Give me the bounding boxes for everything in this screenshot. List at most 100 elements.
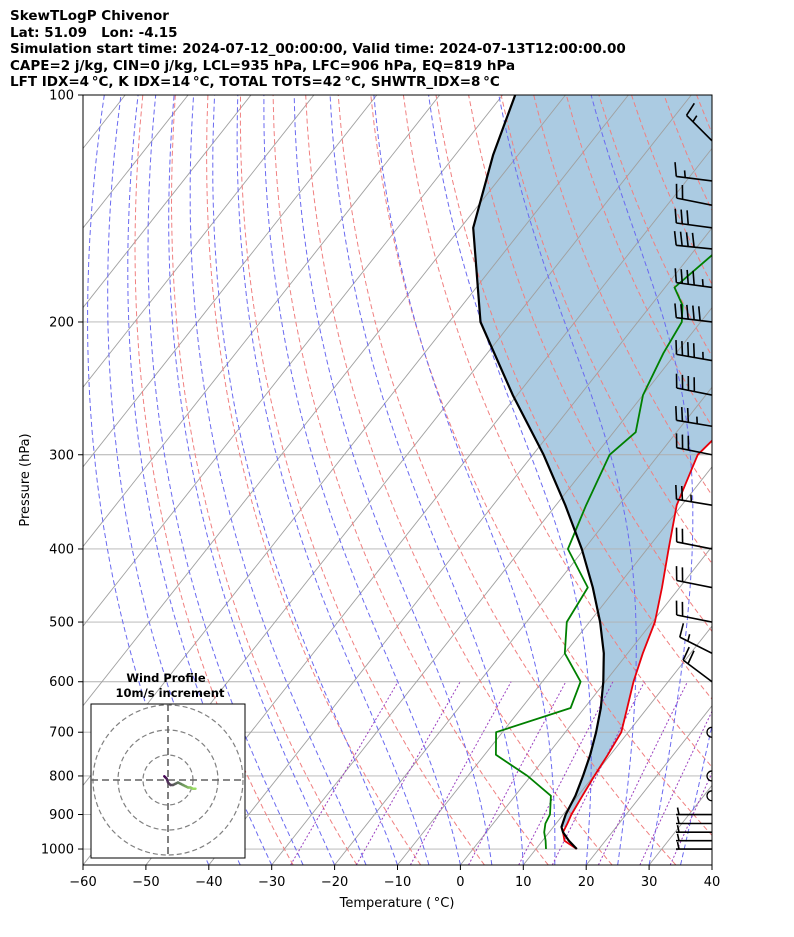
wind-barb-half-flag	[676, 833, 680, 841]
dry-adiabat-line	[305, 95, 613, 865]
wind-barb-flag	[692, 343, 696, 358]
y-axis-ticks: 1000 900 800 700 600 500 400 300 200 100	[41, 89, 83, 858]
wind-barb-shaft	[676, 175, 712, 182]
moist-adiabat-line	[212, 95, 398, 865]
dewpoint-profile	[494, 253, 712, 850]
x-tick-label: 40	[704, 875, 721, 890]
isotherm-line	[334, 386, 712, 865]
wind-barb-flag	[679, 623, 685, 638]
moist-adiabat-line	[329, 95, 524, 865]
y-tick-label: 500	[49, 616, 74, 631]
wind-barb-flag	[681, 341, 684, 356]
y-tick-label: 400	[49, 542, 74, 557]
x-tick-label: −40	[195, 875, 222, 890]
moist-adiabat-line	[236, 95, 430, 865]
isotherm-line	[460, 545, 712, 865]
cape-fill-region	[473, 95, 712, 827]
moist-adiabat-line	[127, 95, 273, 865]
wind-barb-half-flag	[687, 634, 691, 642]
wind-barb-flag	[675, 406, 678, 421]
wind-barb-flag	[680, 209, 684, 224]
wind-barb-flag	[680, 406, 684, 422]
wind-barb-flag	[675, 340, 678, 355]
dry-adiabat-line	[468, 95, 712, 633]
wind-barb-flag	[691, 232, 695, 248]
y-tick-label: 200	[49, 315, 74, 330]
chart-header: SkewTLogP Chivenor Lat: 51.09 Lon: -4.15 S…	[10, 8, 626, 91]
plot-area	[83, 95, 794, 865]
station-location: Lat: 51.09 Lon: -4.15	[10, 24, 178, 41]
x-tick-label: −30	[258, 875, 285, 890]
isotherm-line	[397, 466, 712, 865]
wind-barb-flag	[697, 306, 701, 321]
wind-barb-flag	[685, 102, 695, 116]
wind-barb-half-flag	[676, 841, 680, 850]
x-tick-label: 30	[641, 875, 658, 890]
moist-adiabat-line	[711, 862, 712, 865]
wind-barbs	[673, 102, 712, 850]
simulation-times: Simulation start time: 2024-07-12_00:00:…	[10, 41, 626, 57]
wind-barb-flag	[692, 270, 695, 286]
dry-adiabat-line	[239, 95, 485, 865]
x-tick-label: −20	[321, 875, 348, 890]
wind-barb-flag	[679, 231, 683, 247]
dry-adiabat-line	[762, 95, 794, 865]
x-axis-ticks: −60 −50 −40 −30 −20 −10 0 10 20 30 40	[69, 865, 720, 890]
x-tick-label: 10	[515, 875, 532, 890]
moist-adiabat-line	[263, 95, 461, 865]
wind-barb-flag	[686, 342, 690, 357]
isotherm-line	[83, 95, 503, 627]
hodograph-title: Wind Profile	[126, 671, 206, 685]
moist-adiabat-line	[189, 95, 367, 865]
x-axis-label: Temperature ( °C)	[339, 896, 455, 911]
y-tick-label: 100	[49, 89, 74, 104]
isotherm-line	[83, 95, 315, 389]
isotherm-line	[83, 95, 566, 707]
wind-barb-flag	[673, 231, 677, 246]
isotherm-line	[585, 705, 712, 865]
mixing-ratio-line	[409, 681, 512, 865]
wind-barb-flag	[674, 208, 678, 224]
mixing-ratio-line	[597, 681, 688, 865]
wind-barb-half-flag	[676, 825, 680, 833]
moist-adiabat-line	[168, 95, 336, 865]
isotherm-line	[83, 95, 189, 229]
wind-barb-flag	[682, 646, 690, 661]
dry-adiabat-line	[565, 95, 712, 428]
dry-adiabat-line	[370, 95, 712, 837]
y-tick-label: 300	[49, 448, 74, 463]
dry-adiabat-line	[500, 95, 712, 565]
isotherm-line	[145, 147, 712, 865]
x-tick-label: −10	[384, 875, 411, 890]
y-tick-label: 700	[49, 726, 74, 741]
wind-barb-flag	[686, 304, 689, 320]
wind-barb-flag	[674, 303, 678, 318]
calm-wind-circle	[706, 770, 712, 782]
isotherm-line	[271, 306, 712, 865]
wind-barb-flag	[692, 305, 695, 320]
y-axis-label: Pressure (hPa)	[18, 433, 33, 526]
wind-barb-half-flag	[676, 807, 680, 815]
isotherm-line	[522, 625, 712, 865]
moist-adiabat-line	[498, 95, 637, 865]
mixing-ratio-line	[468, 681, 567, 865]
y-tick-label: 600	[49, 675, 74, 690]
wind-barb-half-flag	[676, 816, 680, 824]
wind-barb-half-flag	[683, 170, 687, 178]
hodograph-inset: Wind Profile 10m/s increment	[90, 671, 246, 859]
dry-adiabat-line	[337, 95, 677, 865]
wind-barb-half-flag	[701, 279, 704, 287]
wind-barb-half-flag	[692, 115, 698, 123]
mixing-ratio-line	[518, 681, 614, 865]
sounding-profiles	[472, 95, 712, 850]
wind-barb-flag	[685, 232, 689, 247]
calm-wind-circle	[706, 726, 712, 738]
dry-adiabat-line	[134, 95, 294, 865]
cape-area	[473, 95, 712, 827]
x-tick-label: 20	[578, 875, 595, 890]
dry-adiabat-line	[206, 95, 422, 865]
dry-adiabat-line	[402, 95, 712, 768]
mixing-ratio-line	[290, 681, 399, 865]
calm-wind-circle	[706, 790, 712, 802]
convective-parameters: CAPE=2 j/kg, CIN=0 j/kg, LCL=935 hPa, LF…	[10, 57, 516, 74]
